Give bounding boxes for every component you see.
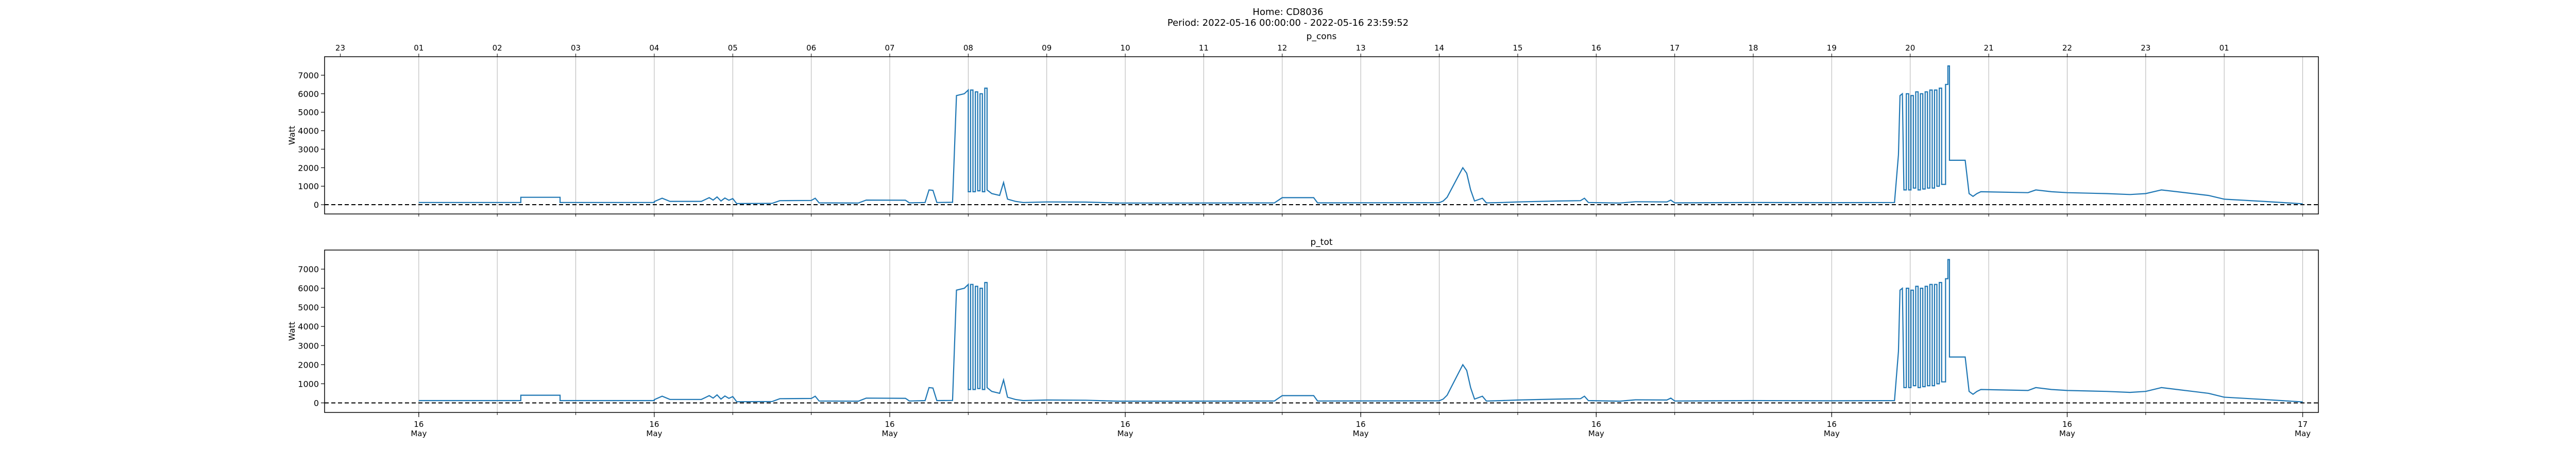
top-hour-label: 05 [728, 43, 738, 53]
bottom-date-label: 16 [1121, 420, 1130, 429]
top-hour-label: 22 [2062, 43, 2072, 53]
bottom-month-label: May [1824, 429, 1840, 438]
y-tick-label: 2000 [298, 360, 319, 370]
top-hour-label: 07 [885, 43, 894, 53]
y-tick-label: 5000 [298, 303, 319, 312]
top-hour-label: 16 [1591, 43, 1601, 53]
y-tick-label: 4000 [298, 126, 319, 136]
top-hour-label: 04 [649, 43, 659, 53]
bottom-date-label: 16 [1827, 420, 1837, 429]
bottom-date-label: 16 [414, 420, 423, 429]
panel-p-cons: 0 1000 2000 3000 4000 5000 6000 7000 Watt p_cons 2… [287, 31, 2319, 217]
top-hour-label: 21 [1984, 43, 1994, 53]
y-tick-label: 3000 [298, 144, 319, 154]
y-tick-label: 4000 [298, 322, 319, 332]
top-hour-label: 17 [1670, 43, 1680, 53]
bottom-month-label: May [2295, 429, 2311, 438]
top-hour-label: 14 [1434, 43, 1444, 53]
y-tick-label: 3000 [298, 341, 319, 351]
bottom-date-label: 16 [885, 420, 894, 429]
top-hour-label: 01 [414, 43, 423, 53]
panel-title: p_cons [1307, 31, 1337, 42]
top-hour-label: 01 [2219, 43, 2229, 53]
top-hour-label: 15 [1513, 43, 1522, 53]
bottom-date-label: 16 [649, 420, 659, 429]
series-line [418, 65, 2303, 205]
top-hour-label: 13 [1356, 43, 1366, 53]
y-tick-label: 7000 [298, 264, 319, 274]
panel-title: p_tot [1310, 237, 1332, 247]
panel-p-tot: 0 1000 2000 3000 4000 5000 6000 7000 Watt p_tot 16… [287, 237, 2319, 438]
bottom-month-label: May [646, 429, 662, 438]
y-axis-label: Watt [287, 322, 297, 341]
top-hour-label: 19 [1827, 43, 1837, 53]
top-hour-label: 18 [1748, 43, 1758, 53]
top-hour-label: 20 [1905, 43, 1915, 53]
top-hour-label: 23 [2141, 43, 2150, 53]
plot-frame [324, 250, 2319, 413]
y-tick-label: 6000 [298, 89, 319, 99]
y-tick-label: 7000 [298, 71, 319, 80]
bottom-date-label: 16 [1591, 420, 1601, 429]
top-hour-label: 10 [1121, 43, 1130, 53]
top-hour-label: 11 [1199, 43, 1209, 53]
top-hour-label: 08 [963, 43, 973, 53]
top-hour-label: 09 [1042, 43, 1052, 53]
top-hour-label: 02 [493, 43, 502, 53]
figure-title-period: Period: 2022-05-16 00:00:00 - 2022-05-16… [1167, 18, 1409, 28]
y-tick-label: 2000 [298, 163, 319, 173]
bottom-month-label: May [1353, 429, 1369, 438]
top-hour-label: 12 [1277, 43, 1287, 53]
y-tick-label: 5000 [298, 108, 319, 118]
bottom-month-label: May [1588, 429, 1604, 438]
bottom-date-label: 16 [2062, 420, 2072, 429]
y-tick-label: 6000 [298, 284, 319, 293]
series-line [418, 259, 2303, 403]
y-tick-label: 1000 [298, 379, 319, 389]
top-hour-label: 23 [335, 43, 345, 53]
plot-frame [324, 56, 2319, 214]
bottom-month-label: May [882, 429, 898, 438]
bottom-month-label: May [1117, 429, 1133, 438]
top-hour-label: 06 [806, 43, 816, 53]
bottom-month-label: May [2059, 429, 2075, 438]
bottom-date-label: 16 [1356, 420, 1366, 429]
bottom-month-label: May [411, 429, 427, 438]
y-tick-label: 1000 [298, 181, 319, 191]
y-tick-label: 0 [314, 200, 319, 210]
top-hour-label: 03 [571, 43, 581, 53]
y-axis-label: Watt [287, 126, 297, 145]
bottom-date-label: 17 [2298, 420, 2308, 429]
y-tick-label: 0 [314, 398, 319, 408]
figure-title-home: Home: CD8036 [1252, 7, 1324, 18]
